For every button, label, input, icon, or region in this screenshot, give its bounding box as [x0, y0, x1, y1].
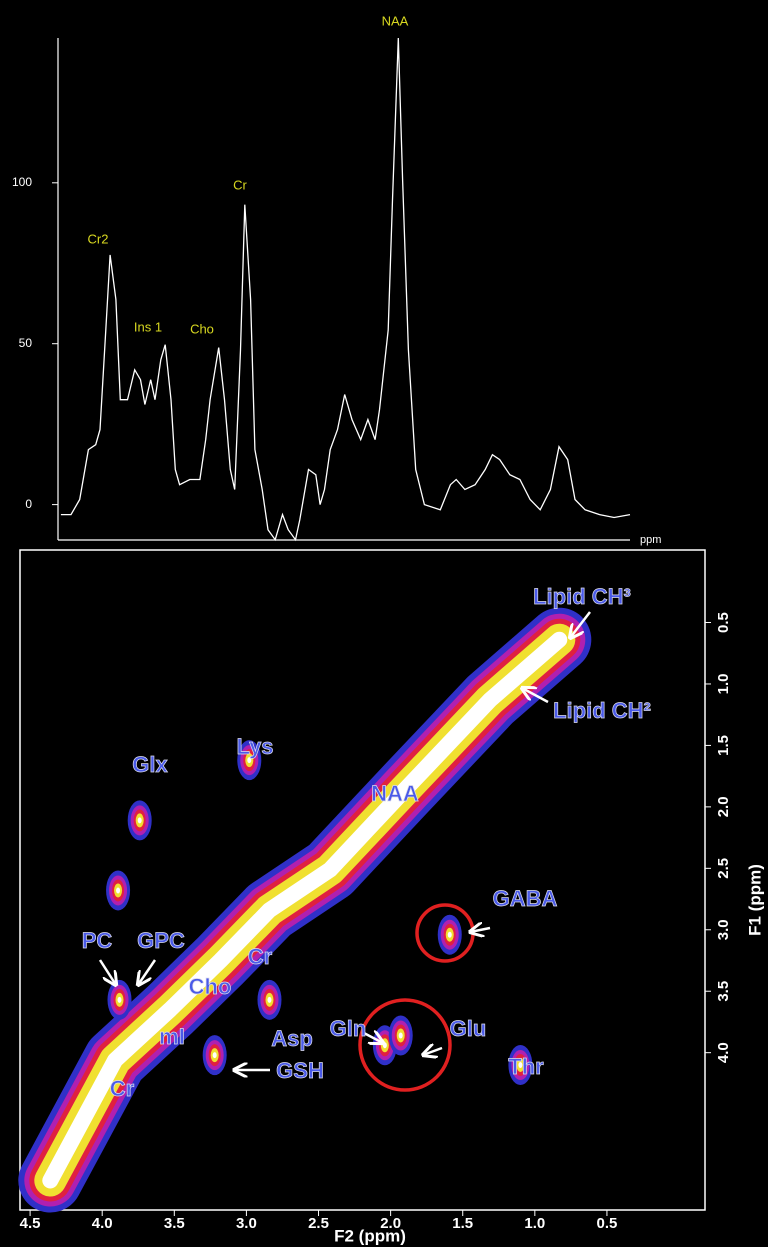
peak-label: PC [82, 928, 113, 953]
y-tick-label: 4.0 [715, 1042, 732, 1063]
x-tick-label: 2.5 [308, 1215, 329, 1232]
peak-label: Lipid CH² [553, 698, 651, 723]
y-tick-label: 1.0 [715, 674, 732, 695]
x-tick-label: 4.5 [20, 1215, 41, 1232]
y-tick-label: 0.5 [715, 612, 732, 633]
peak-label: Glu [450, 1016, 487, 1041]
figure: ppm F2 (ppm) F1 (ppm) 050100Cr2Ins 1ChoC… [0, 0, 768, 1247]
cross-peak [383, 1042, 387, 1048]
peak-label: Thr [508, 1054, 544, 1079]
y-tick-label: 2.0 [715, 796, 732, 817]
peak-label: NAA [371, 781, 419, 806]
x-tick-label: 3.5 [164, 1215, 185, 1232]
page: ppm F2 (ppm) F1 (ppm) 050100Cr2Ins 1ChoC… [0, 0, 768, 1247]
y-tick-label: 100 [12, 175, 32, 189]
y-tick-label: 50 [19, 336, 33, 350]
x-tick-label: 4.0 [92, 1215, 113, 1232]
x-tick-label: 1.0 [524, 1215, 545, 1232]
peak-label: Cho [189, 974, 232, 999]
peak-label: GABA [493, 886, 558, 911]
peak-label: Cr [233, 177, 247, 192]
x-tick-label: 0.5 [597, 1215, 618, 1232]
peak-label: Lys [236, 734, 273, 759]
x-tick-label: 3.0 [236, 1215, 257, 1232]
y-tick-label: 2.5 [715, 858, 732, 879]
peak-label: Glx [132, 752, 168, 777]
y-tick-label: 3.0 [715, 919, 732, 940]
peak-label: mI [159, 1024, 185, 1049]
y-tick-label: 3.5 [715, 981, 732, 1002]
peak-label: Ins 1 [134, 319, 162, 334]
peak-label: Lipid CH³ [533, 584, 631, 609]
y-tick-label: 1.5 [715, 735, 732, 756]
cross-peak [116, 887, 120, 893]
x-axis-label: ppm [640, 534, 661, 546]
cross-peak [399, 1032, 403, 1038]
x-tick-label: 1.5 [452, 1215, 473, 1232]
peak-label: GPC [137, 928, 185, 953]
cross-peak [118, 997, 122, 1003]
cross-peak [448, 932, 452, 938]
peak-label: NAA [382, 13, 409, 28]
cross-peak [267, 997, 271, 1003]
y-axis-label: F1 (ppm) [745, 864, 764, 936]
peak-label: Cr2 [88, 231, 109, 246]
peak-label: Gln [330, 1016, 367, 1041]
y-tick-label: 0 [25, 497, 32, 511]
peak-label: Cr [110, 1076, 135, 1101]
peak-label: Asp [271, 1026, 313, 1051]
cross-peak [213, 1052, 217, 1058]
peak-label: Cr [248, 944, 273, 969]
x-tick-label: 2.0 [380, 1215, 401, 1232]
peak-label: Cho [190, 321, 214, 336]
cross-peak [138, 817, 142, 823]
peak-label: GSH [276, 1058, 324, 1083]
